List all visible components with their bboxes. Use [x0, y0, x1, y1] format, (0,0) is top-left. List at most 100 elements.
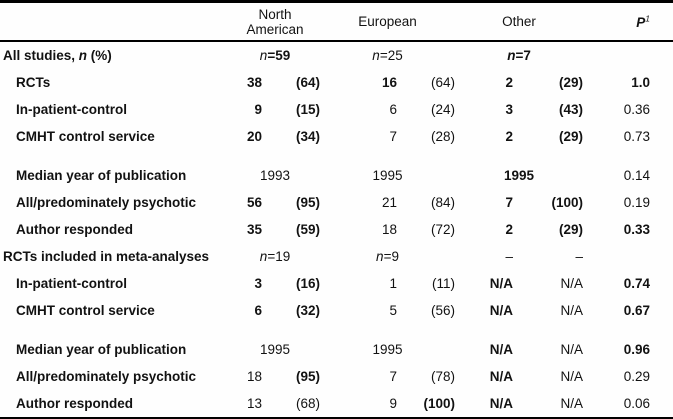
cell-ot-pct: (29)	[559, 222, 584, 237]
cell-na-n: 20	[246, 129, 262, 144]
row-label: RCTs included in meta-analyses	[3, 249, 210, 264]
cell-na-n: 35	[246, 222, 262, 237]
cell-ot-n: N/A	[489, 396, 514, 411]
spacer-row	[0, 150, 673, 162]
cell-na-n: 6	[254, 303, 262, 318]
row-label: In-patient-control	[16, 102, 127, 117]
column-header-p: P1	[583, 1, 673, 42]
spacer-row	[0, 324, 673, 336]
table-row-cmht-control-2: CMHT control service 6 (32) 5 (56) N/A N…	[0, 297, 673, 324]
cell-eu-n: 9	[389, 396, 398, 411]
cell-ot-pct: N/A	[560, 303, 584, 318]
cell-na-year: 1993	[259, 168, 291, 183]
column-header-european: European	[320, 1, 456, 42]
cell-eu-n: 1	[389, 276, 398, 291]
table-row-author-responded-1: Author responded 35 (59) 18 (72) 2 (29) …	[0, 216, 673, 243]
cell-na-pct: (16)	[296, 276, 321, 291]
cell-eu-pct: (84)	[431, 195, 456, 210]
table-row-author-responded-2: Author responded 13 (68) 9 (100) N/A N/A…	[0, 390, 673, 419]
cell-eu-year: 1995	[372, 168, 403, 183]
cell-na-n: 9	[254, 102, 262, 117]
cell-na-n: 18	[246, 369, 262, 384]
cell-na-count: n=19	[259, 249, 291, 264]
cell-ot-pct: (29)	[559, 129, 584, 144]
cell-ot-year: 1995	[504, 168, 535, 183]
row-label: Median year of publication	[16, 342, 187, 357]
cell-ot-pct: (29)	[559, 75, 584, 90]
cell-eu-pct: (11)	[432, 276, 456, 291]
cell-na-year: 1995	[259, 342, 291, 357]
cell-eu-n: 7	[389, 129, 398, 144]
cell-ot-pct: (100)	[551, 195, 584, 210]
cell-na-count: n=59	[259, 48, 291, 63]
table-row-rcts: RCTs 38 (64) 16 (64) 2 (29) 1.0	[0, 69, 673, 96]
cell-eu-n: 5	[389, 303, 398, 318]
header-row: North American European Other P1	[0, 1, 673, 42]
row-label: All/predominately psychotic	[16, 369, 197, 384]
cell-ot-pct: N/A	[560, 369, 584, 384]
cell-p: 0.06	[623, 396, 651, 411]
row-label: All studies, n (%)	[3, 48, 112, 63]
cell-eu-n: 21	[381, 195, 398, 210]
cell-eu-year: 1995	[372, 342, 403, 357]
column-header-empty	[0, 1, 230, 42]
cell-ot-n: N/A	[489, 276, 514, 291]
cell-ot-n: 7	[505, 195, 514, 210]
cell-eu-pct: (24)	[431, 102, 456, 117]
cell-ot-pct: N/A	[560, 342, 584, 357]
table-row-psychotic-2: All/predominately psychotic 18 (95) 7 (7…	[0, 363, 673, 390]
cell-p: 0.67	[623, 303, 651, 318]
cell-eu-n: 18	[381, 222, 398, 237]
cell-p	[583, 41, 673, 69]
row-label: CMHT control service	[16, 129, 155, 144]
cell-eu-n: 6	[389, 102, 398, 117]
cell-ot-pct: (43)	[559, 102, 584, 117]
table-row-inpatient-control: In-patient-control 9 (15) 6 (24) 3 (43) …	[0, 96, 673, 123]
cell-p	[583, 243, 673, 270]
cell-na-n: 38	[246, 75, 262, 90]
row-label: All/predominately psychotic	[16, 195, 197, 210]
cell-na-pct: (59)	[296, 222, 321, 237]
cell-eu-pct: (100)	[423, 396, 456, 411]
cell-na-pct: (64)	[296, 75, 321, 90]
cell-eu-count: n=9	[376, 249, 399, 264]
row-label: RCTs	[16, 75, 51, 90]
cell-ot-count: n=7	[507, 48, 531, 63]
cell-na-n: 3	[254, 276, 262, 291]
cell-eu-pct: (56)	[431, 303, 456, 318]
cell-p: 1.0	[631, 75, 651, 90]
cell-ot-n: 3	[505, 102, 514, 117]
cell-ot-n: N/A	[489, 369, 514, 384]
cell-p: 0.73	[623, 129, 651, 144]
column-header-other: Other	[455, 1, 584, 42]
row-label: Author responded	[16, 396, 133, 411]
cell-eu-pct: (64)	[431, 75, 456, 90]
table-row-rcts-meta-analyses: RCTs included in meta-analyses n=19 n=9 …	[0, 243, 673, 270]
cell-na-pct: (95)	[296, 369, 321, 384]
cell-p: 0.33	[623, 222, 651, 237]
cell-ot-n: 2	[505, 222, 514, 237]
table-row-inpatient-control-2: In-patient-control 3 (16) 1 (11) N/A N/A…	[0, 270, 673, 297]
row-label: In-patient-control	[16, 276, 127, 291]
cell-ot-n: 2	[505, 129, 514, 144]
cell-p: 0.19	[623, 195, 651, 210]
cell-na-n: 56	[246, 195, 262, 210]
footnote-marker: 1	[645, 13, 651, 24]
cell-eu-pct: (78)	[431, 369, 456, 384]
cell-eu-n: 16	[381, 75, 398, 90]
row-label: Author responded	[16, 222, 133, 237]
table-row-all-studies: All studies, n (%) n=59 n=25 n=7	[0, 41, 673, 69]
cell-ot-n: N/A	[489, 342, 514, 357]
cell-na-pct: (34)	[296, 129, 321, 144]
table-row-cmht-control: CMHT control service 20 (34) 7 (28) 2 (2…	[0, 123, 673, 150]
table-row-psychotic-1: All/predominately psychotic 56 (95) 21 (…	[0, 189, 673, 216]
column-header-north-american: North American	[230, 1, 321, 42]
cell-eu-pct: (28)	[431, 129, 456, 144]
p-value-header: P1	[636, 13, 651, 30]
row-label: Median year of publication	[16, 168, 187, 183]
cell-eu-n: 7	[389, 369, 398, 384]
cell-ot-n: 2	[505, 75, 514, 90]
cell-ot-n: –	[505, 249, 514, 264]
